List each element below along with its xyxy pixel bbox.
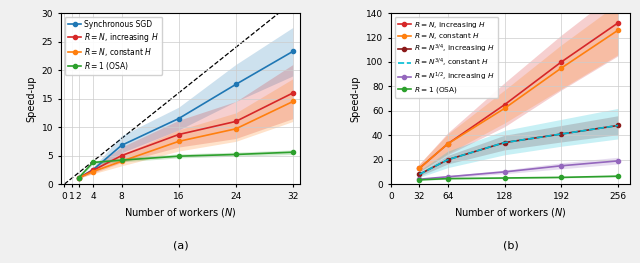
$R = N^{1/2}$, increasing $H$ bbox=[614, 159, 622, 163]
$R = 1$ (OSA) bbox=[289, 151, 297, 154]
Synchronous SGD bbox=[75, 176, 83, 179]
Line: $R = N^{3/4}$, constant $H$: $R = N^{3/4}$, constant $H$ bbox=[419, 125, 618, 174]
$R = N$, increasing $H$ bbox=[444, 142, 452, 145]
Line: $R = 1$ (OSA): $R = 1$ (OSA) bbox=[77, 150, 295, 180]
$R = N$, constant $H$ bbox=[232, 127, 239, 130]
$R = N$, constant $H$ bbox=[614, 29, 622, 32]
Line: $R = N$, increasing $H$: $R = N$, increasing $H$ bbox=[77, 91, 295, 180]
$R = 1$ (OSA) bbox=[614, 175, 622, 178]
$R = N$, increasing $H$ bbox=[415, 167, 423, 170]
$R = N$, increasing $H$ bbox=[500, 103, 508, 106]
$R = N^{3/4}$, constant $H$ bbox=[557, 133, 565, 136]
$R = N$, increasing $H$ bbox=[75, 176, 83, 179]
$R = N$, increasing $H$ bbox=[289, 91, 297, 94]
$R = N$, constant $H$ bbox=[557, 67, 565, 70]
X-axis label: Number of workers ($N$): Number of workers ($N$) bbox=[454, 206, 567, 219]
Legend: Synchronous SGD, $R = N$, increasing $H$, $R = N$, constant $H$, $R = 1$ (OSA): Synchronous SGD, $R = N$, increasing $H$… bbox=[65, 17, 162, 75]
$R = 1$ (OSA) bbox=[118, 159, 125, 162]
$R = 1$ (OSA) bbox=[415, 178, 423, 181]
Line: $R = 1$ (OSA): $R = 1$ (OSA) bbox=[417, 174, 620, 182]
Line: $R = N^{3/4}$, increasing $H$: $R = N^{3/4}$, increasing $H$ bbox=[417, 123, 620, 176]
Line: Synchronous SGD: Synchronous SGD bbox=[77, 49, 295, 180]
Line: $R = N$, constant $H$: $R = N$, constant $H$ bbox=[77, 99, 295, 180]
Y-axis label: Speed-up: Speed-up bbox=[26, 75, 36, 122]
$R = N$, constant $H$ bbox=[175, 140, 182, 143]
$R = N^{3/4}$, increasing $H$ bbox=[415, 173, 423, 176]
$R = N$, constant $H$ bbox=[89, 170, 97, 173]
$R = N$, constant $H$ bbox=[118, 160, 125, 163]
Text: (a): (a) bbox=[173, 240, 188, 251]
$R = 1$ (OSA) bbox=[500, 176, 508, 180]
$R = N^{3/4}$, constant $H$ bbox=[444, 158, 452, 161]
$R = N$, constant $H$ bbox=[289, 100, 297, 103]
$R = N^{3/4}$, increasing $H$ bbox=[500, 141, 508, 144]
$R = N$, increasing $H$ bbox=[175, 133, 182, 136]
$R = N^{1/2}$, increasing $H$ bbox=[500, 170, 508, 174]
Y-axis label: Speed-up: Speed-up bbox=[351, 75, 360, 122]
$R = 1$ (OSA) bbox=[175, 155, 182, 158]
$R = N$, constant $H$ bbox=[75, 176, 83, 179]
$R = N^{1/2}$, increasing $H$ bbox=[557, 164, 565, 167]
$R = N^{3/4}$, constant $H$ bbox=[500, 141, 508, 144]
$R = 1$ (OSA) bbox=[89, 161, 97, 164]
Synchronous SGD bbox=[175, 117, 182, 120]
Line: $R = N^{1/2}$, increasing $H$: $R = N^{1/2}$, increasing $H$ bbox=[417, 159, 620, 181]
$R = N$, constant $H$ bbox=[415, 167, 423, 170]
X-axis label: Number of workers ($N$): Number of workers ($N$) bbox=[124, 206, 237, 219]
Synchronous SGD bbox=[118, 144, 125, 147]
$R = 1$ (OSA) bbox=[75, 176, 83, 179]
$R = N^{3/4}$, constant $H$ bbox=[614, 124, 622, 127]
Synchronous SGD bbox=[89, 168, 97, 171]
$R = N$, increasing $H$ bbox=[232, 120, 239, 123]
$R = 1$ (OSA) bbox=[444, 177, 452, 180]
$R = N$, increasing $H$ bbox=[118, 154, 125, 157]
Synchronous SGD bbox=[232, 83, 239, 86]
$R = N^{3/4}$, constant $H$ bbox=[415, 173, 423, 176]
$R = N^{3/4}$, increasing $H$ bbox=[614, 124, 622, 127]
$R = N^{1/2}$, increasing $H$ bbox=[444, 175, 452, 178]
$R = N$, constant $H$ bbox=[500, 107, 508, 110]
$R = N$, increasing $H$ bbox=[557, 60, 565, 64]
$R = 1$ (OSA) bbox=[557, 176, 565, 179]
Legend: $R = N$, increasing $H$, $R = N$, constant $H$, $R = N^{3/4}$, increasing $H$, $: $R = N$, increasing $H$, $R = N$, consta… bbox=[395, 17, 498, 98]
$R = N$, constant $H$ bbox=[444, 142, 452, 145]
$R = N$, increasing $H$ bbox=[89, 169, 97, 172]
Synchronous SGD bbox=[289, 50, 297, 53]
$R = 1$ (OSA) bbox=[232, 153, 239, 156]
$R = N$, increasing $H$ bbox=[614, 21, 622, 24]
Text: (b): (b) bbox=[503, 240, 518, 251]
$R = N^{3/4}$, increasing $H$ bbox=[444, 158, 452, 161]
Line: $R = N$, constant $H$: $R = N$, constant $H$ bbox=[417, 28, 620, 170]
Line: $R = N$, increasing $H$: $R = N$, increasing $H$ bbox=[417, 21, 620, 170]
$R = N^{1/2}$, increasing $H$ bbox=[415, 178, 423, 181]
$R = N^{3/4}$, increasing $H$ bbox=[557, 133, 565, 136]
